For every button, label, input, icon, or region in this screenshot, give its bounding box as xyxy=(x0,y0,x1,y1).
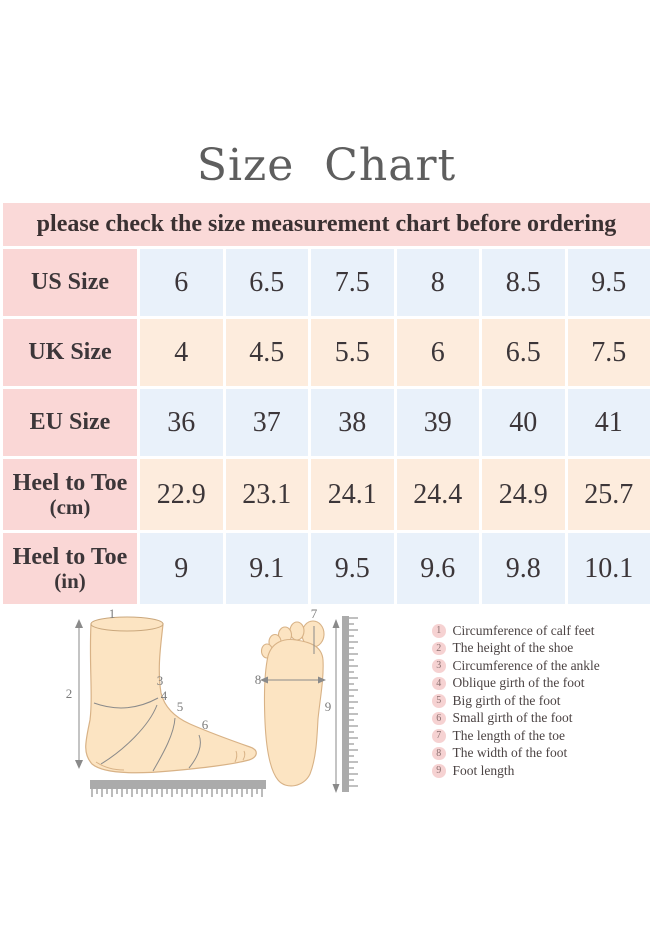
size-cell: 9.6 xyxy=(396,533,479,604)
sole-outline xyxy=(260,620,325,787)
row-label: Heel to Toe (in) xyxy=(3,533,137,604)
legend-item: 1 Circumference of calf feet xyxy=(432,622,647,640)
size-cell: 6 xyxy=(140,249,223,316)
svg-text:7: 7 xyxy=(311,606,318,621)
svg-text:4: 4 xyxy=(161,688,168,703)
row-label: US Size xyxy=(3,249,137,316)
svg-text:6: 6 xyxy=(202,717,209,732)
legend-number-badge: 3 xyxy=(432,659,446,673)
legend-number-badge: 5 xyxy=(432,694,446,708)
size-cell: 9.5 xyxy=(311,533,394,604)
row-label: EU Size xyxy=(3,389,137,456)
calf-cross-section xyxy=(90,616,164,632)
legend-item: 6 Small girth of the foot xyxy=(432,710,647,728)
legend-item: 4 Oblique girth of the foot xyxy=(432,675,647,693)
size-cell: 6 xyxy=(396,319,479,386)
side-foot-diagram: 1 2 3 4 5 6 xyxy=(66,606,266,797)
size-cell: 41 xyxy=(567,389,650,456)
size-cell: 8.5 xyxy=(482,249,565,316)
sole-arrowheads xyxy=(260,619,340,793)
svg-text:2: 2 xyxy=(66,686,73,701)
size-cell: 9.1 xyxy=(225,533,308,604)
measurement-diagrams: 1 2 3 4 5 6 xyxy=(0,600,653,810)
legend-item: 3 Circumference of the ankle xyxy=(432,657,647,675)
size-cell: 24.4 xyxy=(396,459,479,530)
legend-number-badge: 1 xyxy=(432,624,446,638)
size-cell: 10.1 xyxy=(567,533,650,604)
legend-item: 8 The width of the foot xyxy=(432,745,647,763)
legend-number-badge: 6 xyxy=(432,711,446,725)
legend-item: 7 The length of the toe xyxy=(432,727,647,745)
size-cell: 9.8 xyxy=(482,533,565,604)
size-cell: 6.5 xyxy=(482,319,565,386)
legend-number-badge: 8 xyxy=(432,746,446,760)
page-title: Size Chart xyxy=(196,140,457,191)
legend-item: 2 The height of the shoe xyxy=(432,640,647,658)
size-cell: 24.9 xyxy=(482,459,565,530)
row-label: Heel to Toe (cm) xyxy=(3,459,137,530)
size-cell: 38 xyxy=(311,389,394,456)
size-cell: 8 xyxy=(396,249,479,316)
size-table: US Size 6 6.5 7.5 8 8.5 9.5 UK Size 4 4.… xyxy=(3,249,650,604)
size-cell: 9.5 xyxy=(567,249,650,316)
sole-measure-lines xyxy=(266,626,337,786)
svg-text:5: 5 xyxy=(177,699,184,714)
svg-text:1: 1 xyxy=(109,606,116,621)
size-cell: 25.7 xyxy=(567,459,650,530)
legend-number-badge: 9 xyxy=(432,764,446,778)
size-cell: 4.5 xyxy=(225,319,308,386)
size-cell: 7.5 xyxy=(567,319,650,386)
sole-foot-diagram: 7 8 9 xyxy=(255,606,358,793)
legend-number-badge: 4 xyxy=(432,676,446,690)
size-cell: 40 xyxy=(482,389,565,456)
svg-text:9: 9 xyxy=(325,699,332,714)
size-cell: 39 xyxy=(396,389,479,456)
leg-foot-outline xyxy=(85,623,257,774)
girth-lines xyxy=(93,697,201,772)
notice-banner: please check the size measurement chart … xyxy=(3,203,650,246)
size-cell: 4 xyxy=(140,319,223,386)
legend-item: 9 Foot length xyxy=(432,762,647,780)
legend-item: 5 Big girth of the foot xyxy=(432,692,647,710)
size-cell: 5.5 xyxy=(311,319,394,386)
svg-text:8: 8 xyxy=(255,672,262,687)
size-cell: 7.5 xyxy=(311,249,394,316)
side-number-labels: 1 2 3 4 5 6 xyxy=(66,606,209,732)
legend-number-badge: 2 xyxy=(432,641,446,655)
svg-text:3: 3 xyxy=(157,673,164,688)
toe-creases xyxy=(95,750,246,771)
size-cell: 36 xyxy=(140,389,223,456)
legend-number-badge: 7 xyxy=(432,729,446,743)
sole-number-labels: 7 8 9 xyxy=(255,606,332,714)
vertical-ruler xyxy=(342,616,358,792)
size-cell: 24.1 xyxy=(311,459,394,530)
size-cell: 6.5 xyxy=(225,249,308,316)
size-cell: 23.1 xyxy=(225,459,308,530)
row-label: UK Size xyxy=(3,319,137,386)
measurement-legend: 1 Circumference of calf feet 2 The height … xyxy=(432,622,647,780)
size-cell: 22.9 xyxy=(140,459,223,530)
size-cell: 37 xyxy=(225,389,308,456)
height-arrow xyxy=(75,619,83,769)
size-cell: 9 xyxy=(140,533,223,604)
horizontal-ruler xyxy=(90,780,266,797)
